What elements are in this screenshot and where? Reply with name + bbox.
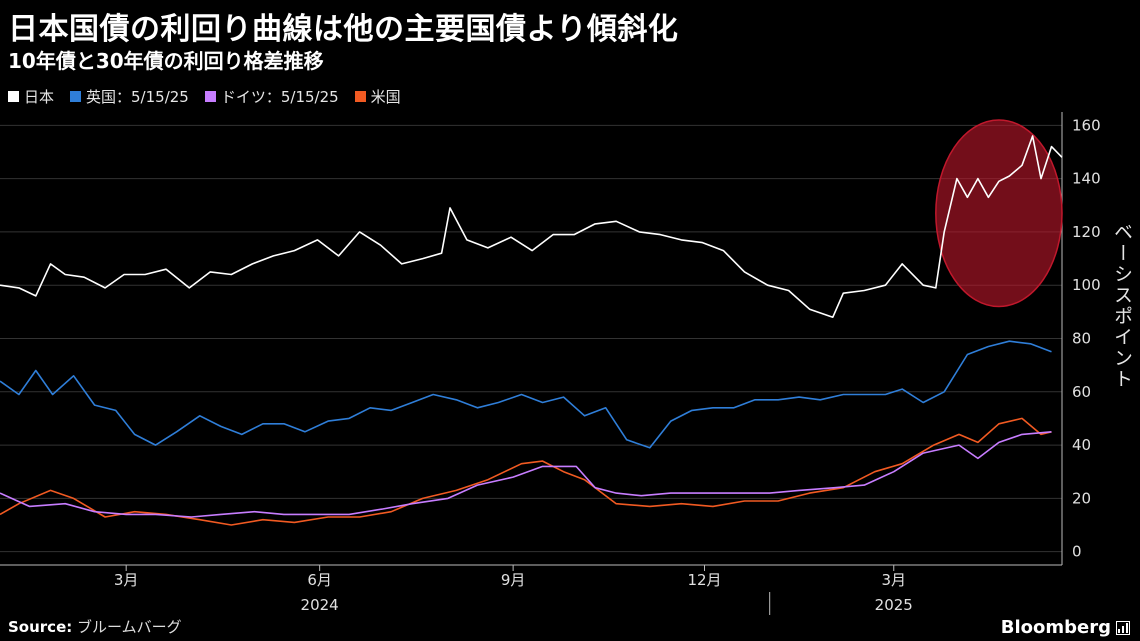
legend-label-us: 米国 <box>370 88 401 106</box>
legend-swatch-us <box>354 91 366 102</box>
year-label: 2024 <box>301 596 339 614</box>
legend-item-germany: ドイツ：5/15/25 <box>204 86 339 107</box>
y-tick-label: 160 <box>1072 116 1101 134</box>
x-tick-label: 12月 <box>687 571 721 589</box>
series-line-uk <box>0 340 1052 449</box>
bloomberg-logo: Bloomberg <box>1001 617 1130 638</box>
y-tick-label: 100 <box>1072 276 1101 294</box>
x-tick-label: 3月 <box>114 571 139 589</box>
legend-swatch-uk <box>70 91 82 102</box>
source-label: Source: <box>8 618 73 636</box>
y-tick-label: 140 <box>1072 170 1101 188</box>
y-tick-label: 80 <box>1072 330 1091 348</box>
brand-name: Bloomberg <box>1000 617 1111 638</box>
legend-label-uk: 英国：5/15/25 <box>86 88 189 106</box>
legend-item-uk: 英国：5/15/25 <box>70 86 189 107</box>
x-tick-label: 6月 <box>307 571 332 589</box>
x-tick-label: 3月 <box>881 571 906 589</box>
year-label: 2025 <box>875 596 913 614</box>
series-line-japan <box>0 135 1063 319</box>
legend-item-us: 米国 <box>354 86 401 107</box>
legend-label-germany: ドイツ：5/15/25 <box>220 88 339 106</box>
legend-swatch-germany <box>204 91 216 102</box>
y-tick-label: 20 <box>1072 489 1091 507</box>
y-tick-label: 60 <box>1072 383 1091 401</box>
source-text: ブルームバーグ <box>77 618 182 636</box>
legend: 日本 英国：5/15/25 ドイツ：5/15/25 米国 <box>8 86 401 107</box>
source-note: Source: ブルームバーグ <box>8 616 182 637</box>
series-line-germany <box>0 431 1052 518</box>
legend-swatch-japan <box>8 91 19 102</box>
y-axis-title: ベーシスポイント <box>1111 222 1133 390</box>
y-tick-label: 40 <box>1072 436 1091 454</box>
chart-title: 日本国債の利回り曲線は他の主要国債より傾斜化 <box>8 12 679 47</box>
y-tick-label: 120 <box>1072 223 1101 241</box>
highlight-circle <box>935 119 1063 308</box>
legend-label-japan: 日本 <box>24 88 55 106</box>
chart-subtitle: 10年債と30年債の利回り格差推移 <box>8 49 324 73</box>
bar-chart-icon <box>1116 620 1130 635</box>
x-tick-label: 9月 <box>501 571 526 589</box>
y-tick-label: 0 <box>1072 543 1082 561</box>
legend-item-japan: 日本 <box>8 86 54 107</box>
